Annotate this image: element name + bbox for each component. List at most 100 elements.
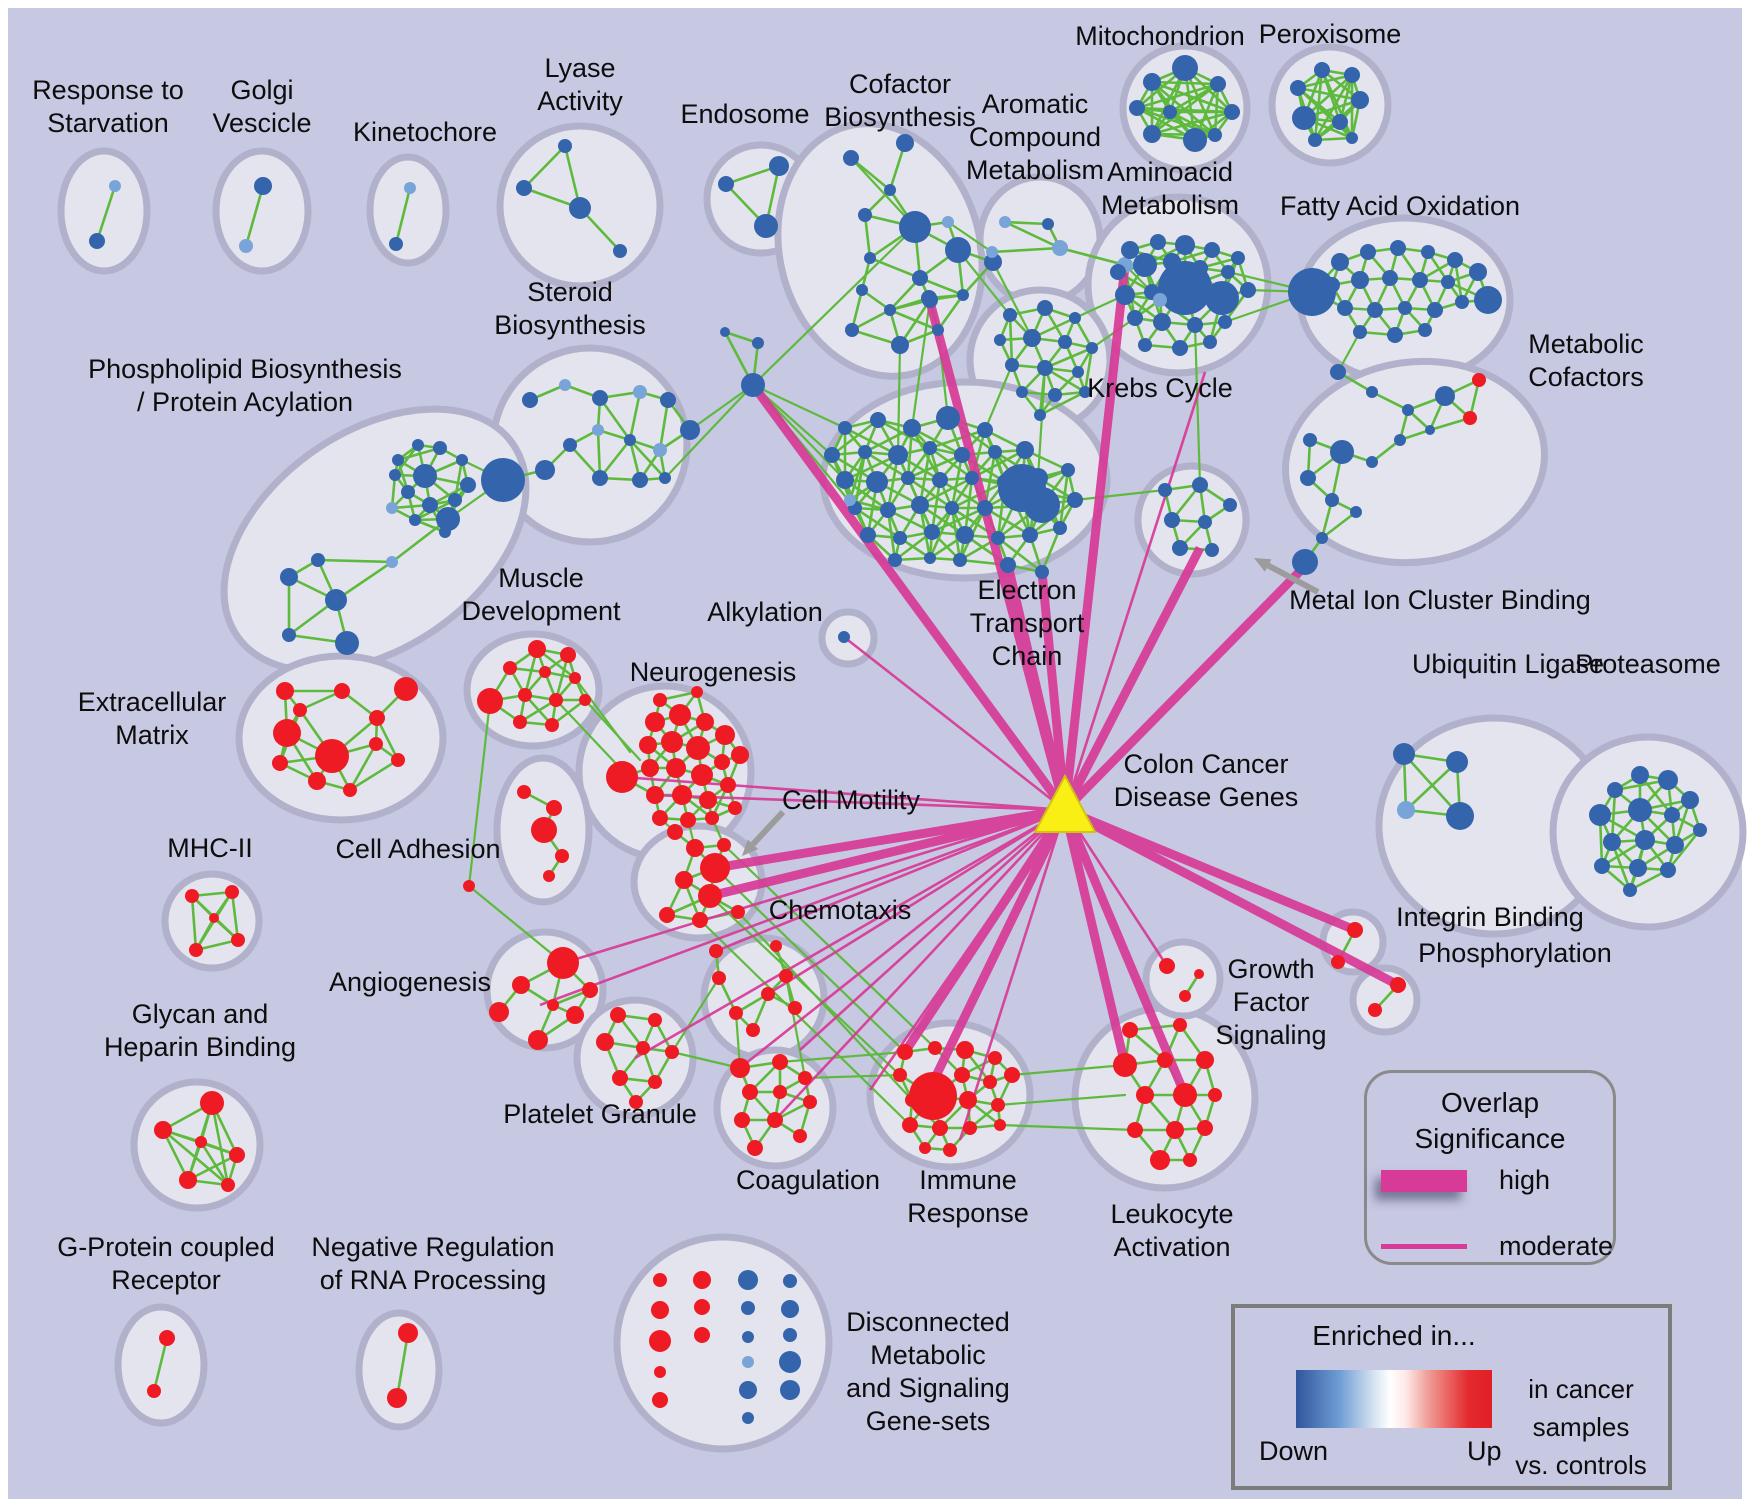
gene-set-node[interactable]: [1331, 253, 1349, 271]
gene-set-node[interactable]: [936, 406, 960, 430]
gene-set-node[interactable]: [672, 785, 692, 805]
gene-set-node[interactable]: [1300, 470, 1316, 486]
gene-set-node[interactable]: [195, 1136, 207, 1148]
gene-set-node[interactable]: [646, 786, 664, 804]
gene-set-node[interactable]: [1658, 770, 1678, 790]
gene-set-node[interactable]: [1390, 977, 1406, 993]
gene-set-node[interactable]: [660, 392, 676, 408]
gene-set-node[interactable]: [1153, 293, 1167, 307]
gene-set-node[interactable]: [729, 1006, 743, 1020]
gene-set-node[interactable]: [838, 631, 850, 643]
gene-set-node[interactable]: [1316, 532, 1328, 544]
gene-set-node[interactable]: [560, 647, 576, 663]
gene-set-node[interactable]: [463, 880, 475, 892]
gene-set-node[interactable]: [1210, 76, 1226, 92]
gene-set-node[interactable]: [528, 640, 546, 658]
gene-set-node[interactable]: [652, 810, 668, 826]
gene-set-node[interactable]: [761, 987, 775, 1001]
gene-set-node[interactable]: [592, 424, 604, 436]
gene-set-node[interactable]: [531, 817, 557, 843]
gene-set-node[interactable]: [691, 686, 703, 698]
gene-set-node[interactable]: [516, 180, 532, 196]
gene-set-node[interactable]: [1192, 477, 1208, 493]
gene-set-node[interactable]: [613, 244, 627, 258]
gene-set-node[interactable]: [921, 290, 937, 306]
gene-set-node[interactable]: [696, 713, 714, 731]
gene-set-node[interactable]: [860, 527, 876, 543]
gene-set-node[interactable]: [718, 176, 734, 192]
gene-set-node[interactable]: [1166, 1121, 1184, 1139]
gene-set-node[interactable]: [1061, 463, 1075, 477]
gene-set-node[interactable]: [1183, 128, 1207, 152]
gene-set-node[interactable]: [1346, 132, 1358, 144]
gene-set-node[interactable]: [392, 454, 404, 466]
gene-set-node[interactable]: [239, 239, 253, 253]
gene-set-node[interactable]: [1218, 315, 1232, 329]
gene-set-node[interactable]: [1194, 969, 1204, 979]
gene-set-node[interactable]: [924, 552, 936, 564]
gene-set-node[interactable]: [866, 471, 888, 493]
gene-set-node[interactable]: [539, 666, 551, 678]
gene-set-node[interactable]: [773, 1085, 787, 1099]
gene-set-node[interactable]: [880, 502, 896, 518]
gene-set-node[interactable]: [659, 472, 671, 484]
gene-set-node[interactable]: [1664, 807, 1680, 823]
gene-set-node[interactable]: [1204, 242, 1220, 258]
gene-set-node[interactable]: [994, 334, 1006, 346]
gene-set-node[interactable]: [772, 1054, 788, 1070]
gene-set-node[interactable]: [179, 1171, 197, 1189]
gene-set-node[interactable]: [1205, 281, 1239, 315]
gene-set-node[interactable]: [666, 758, 686, 778]
gene-set-node[interactable]: [891, 336, 909, 354]
gene-set-node[interactable]: [884, 304, 896, 316]
gene-set-node[interactable]: [1472, 373, 1486, 387]
gene-set-node[interactable]: [686, 736, 710, 760]
gene-set-node[interactable]: [1351, 91, 1369, 109]
gene-set-node[interactable]: [1129, 100, 1145, 116]
gene-set-node[interactable]: [1205, 543, 1219, 557]
gene-set-node[interactable]: [669, 704, 691, 726]
gene-set-node[interactable]: [705, 811, 719, 825]
gene-set-node[interactable]: [89, 233, 105, 249]
gene-set-node[interactable]: [742, 1412, 754, 1424]
gene-set-node[interactable]: [1016, 441, 1034, 459]
gene-set-node[interactable]: [714, 754, 730, 770]
gene-set-node[interactable]: [273, 719, 301, 747]
gene-set-node[interactable]: [893, 1068, 907, 1082]
gene-set-node[interactable]: [1666, 836, 1684, 854]
gene-set-node[interactable]: [896, 134, 914, 152]
gene-set-node[interactable]: [754, 214, 778, 238]
gene-set-node[interactable]: [1173, 1083, 1197, 1107]
gene-set-node[interactable]: [902, 1117, 918, 1133]
gene-set-node[interactable]: [389, 469, 401, 481]
gene-set-node[interactable]: [422, 497, 438, 513]
gene-set-node[interactable]: [1121, 241, 1139, 259]
gene-set-node[interactable]: [325, 589, 347, 611]
gene-set-node[interactable]: [923, 441, 937, 455]
gene-set-node[interactable]: [308, 772, 326, 790]
gene-set-node[interactable]: [1366, 456, 1378, 468]
gene-set-node[interactable]: [1331, 955, 1345, 969]
gene-set-node[interactable]: [1069, 312, 1081, 324]
gene-set-node[interactable]: [984, 253, 1002, 271]
gene-set-node[interactable]: [1023, 329, 1041, 347]
gene-set-node[interactable]: [1035, 565, 1049, 579]
gene-set-node[interactable]: [1143, 73, 1161, 91]
gene-set-node[interactable]: [1353, 325, 1367, 339]
gene-set-node[interactable]: [798, 1071, 812, 1085]
gene-set-node[interactable]: [387, 1388, 407, 1408]
gene-set-node[interactable]: [770, 940, 782, 952]
gene-set-node[interactable]: [1382, 270, 1398, 286]
gene-set-node[interactable]: [652, 1392, 668, 1408]
gene-set-node[interactable]: [783, 1328, 797, 1342]
gene-set-node[interactable]: [1024, 487, 1060, 523]
gene-set-node[interactable]: [1208, 1088, 1222, 1102]
gene-set-node[interactable]: [606, 761, 638, 793]
gene-set-node[interactable]: [1393, 743, 1415, 765]
gene-set-node[interactable]: [653, 443, 667, 457]
gene-set-node[interactable]: [991, 1098, 1005, 1112]
gene-set-node[interactable]: [1308, 133, 1322, 147]
gene-set-node[interactable]: [675, 871, 693, 889]
gene-set-node[interactable]: [1005, 358, 1019, 372]
gene-set-node[interactable]: [386, 556, 398, 568]
